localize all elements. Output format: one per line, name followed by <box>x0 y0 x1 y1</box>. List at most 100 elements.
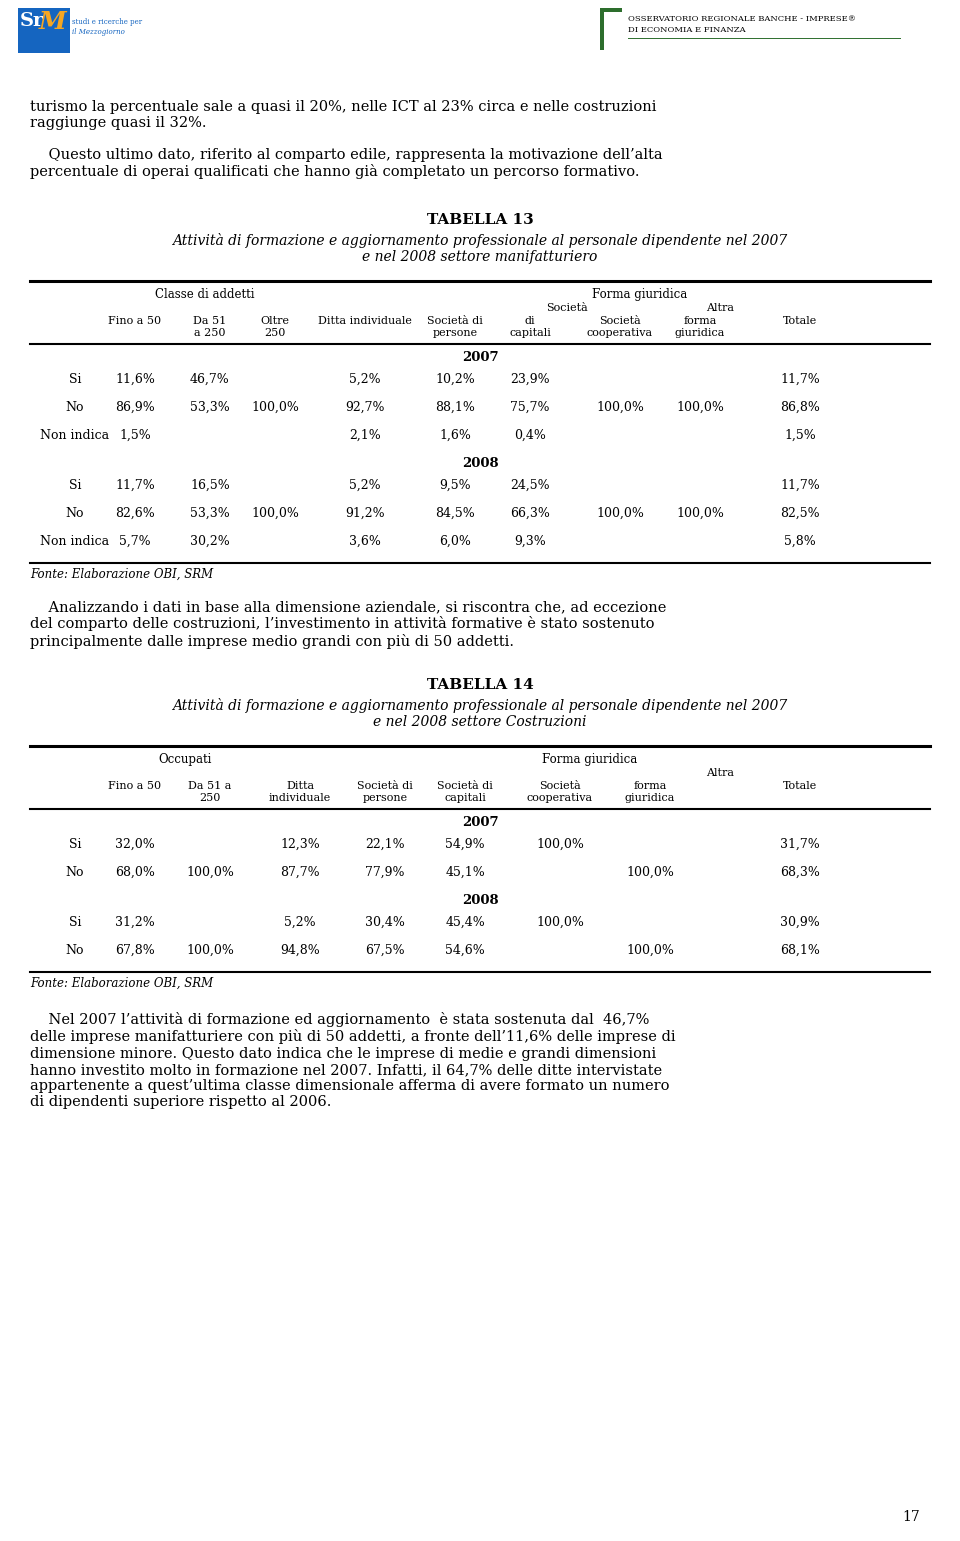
Text: TABELLA 14: TABELLA 14 <box>426 678 534 692</box>
Text: Classe di addetti: Classe di addetti <box>156 288 254 300</box>
Text: di
capitali: di capitali <box>509 316 551 337</box>
Text: Non indica: Non indica <box>40 428 109 442</box>
Text: 11,7%: 11,7% <box>780 373 820 385</box>
Text: Si: Si <box>69 373 82 385</box>
Text: Non indica: Non indica <box>40 535 109 549</box>
Text: 67,8%: 67,8% <box>115 945 155 957</box>
Text: M: M <box>39 9 66 34</box>
Text: 92,7%: 92,7% <box>346 401 385 415</box>
Text: 5,2%: 5,2% <box>349 479 381 492</box>
Text: 32,0%: 32,0% <box>115 838 155 851</box>
Text: 68,1%: 68,1% <box>780 945 820 957</box>
Text: 100,0%: 100,0% <box>252 507 299 519</box>
Text: 94,8%: 94,8% <box>280 945 320 957</box>
Text: 2007: 2007 <box>462 351 498 364</box>
Text: Attività di formazione e aggiornamento professionale al personale dipendente nel: Attività di formazione e aggiornamento p… <box>173 698 787 729</box>
Text: 22,1%: 22,1% <box>365 838 405 851</box>
Text: 100,0%: 100,0% <box>186 866 234 878</box>
Text: forma
giuridica: forma giuridica <box>675 316 725 337</box>
Text: No: No <box>65 401 84 415</box>
Text: 5,2%: 5,2% <box>284 915 316 929</box>
Text: 23,9%: 23,9% <box>510 373 550 385</box>
Text: No: No <box>65 507 84 519</box>
Text: 100,0%: 100,0% <box>536 915 584 929</box>
Text: Altra: Altra <box>706 767 734 778</box>
Text: 1,5%: 1,5% <box>784 428 816 442</box>
Text: Questo ultimo dato, riferito al comparto edile, rappresenta la motivazione dell’: Questo ultimo dato, riferito al comparto… <box>30 148 662 179</box>
Text: Oltre
250: Oltre 250 <box>260 316 290 337</box>
Text: 91,2%: 91,2% <box>346 507 385 519</box>
Text: 2008: 2008 <box>462 458 498 470</box>
Text: 2007: 2007 <box>462 817 498 829</box>
Text: Società di
persone: Società di persone <box>357 781 413 803</box>
Text: Occupati: Occupati <box>158 754 212 766</box>
Text: 31,2%: 31,2% <box>115 915 155 929</box>
Text: Società: Società <box>546 304 588 313</box>
Text: Fino a 50: Fino a 50 <box>108 316 161 327</box>
Text: Fonte: Elaborazione OBI, SRM: Fonte: Elaborazione OBI, SRM <box>30 569 213 581</box>
Text: 9,3%: 9,3% <box>515 535 546 549</box>
Text: Ditta individuale: Ditta individuale <box>318 316 412 327</box>
Text: Società
cooperativa: Società cooperativa <box>587 316 653 337</box>
Text: 5,2%: 5,2% <box>349 373 381 385</box>
Text: 86,9%: 86,9% <box>115 401 155 415</box>
Text: OSSERVATORIO REGIONALE BANCHE - IMPRESE®: OSSERVATORIO REGIONALE BANCHE - IMPRESE® <box>628 15 856 23</box>
Text: 88,1%: 88,1% <box>435 401 475 415</box>
Text: Forma giuridica: Forma giuridica <box>542 754 637 766</box>
Text: 30,2%: 30,2% <box>190 535 229 549</box>
Text: 87,7%: 87,7% <box>280 866 320 878</box>
Text: 68,3%: 68,3% <box>780 866 820 878</box>
Text: Si: Si <box>69 479 82 492</box>
Text: 2,1%: 2,1% <box>349 428 381 442</box>
Text: Società
cooperativa: Società cooperativa <box>527 781 593 803</box>
Text: 12,3%: 12,3% <box>280 838 320 851</box>
Text: DI ECONOMIA E FINANZA: DI ECONOMIA E FINANZA <box>628 26 746 34</box>
Text: 1,6%: 1,6% <box>439 428 471 442</box>
Bar <box>600 8 604 49</box>
Text: No: No <box>65 866 84 878</box>
Text: 53,3%: 53,3% <box>190 401 229 415</box>
Text: Società di
persone: Società di persone <box>427 316 483 337</box>
Text: forma
giuridica: forma giuridica <box>625 781 675 803</box>
Text: 100,0%: 100,0% <box>186 945 234 957</box>
Text: studi e ricerche per: studi e ricerche per <box>72 18 142 26</box>
Text: Sr: Sr <box>20 12 44 29</box>
Bar <box>18 8 70 52</box>
Text: 24,5%: 24,5% <box>510 479 550 492</box>
Text: No: No <box>65 945 84 957</box>
Text: 1,5%: 1,5% <box>119 428 151 442</box>
Text: Si: Si <box>69 915 82 929</box>
Text: 84,5%: 84,5% <box>435 507 475 519</box>
Text: il Mezzogiorno: il Mezzogiorno <box>72 28 125 35</box>
Text: TABELLA 13: TABELLA 13 <box>426 213 534 227</box>
Text: 53,3%: 53,3% <box>190 507 229 519</box>
Text: 5,7%: 5,7% <box>119 535 151 549</box>
Text: Da 51
a 250: Da 51 a 250 <box>193 316 227 337</box>
Text: 54,6%: 54,6% <box>445 945 485 957</box>
Text: 100,0%: 100,0% <box>676 401 724 415</box>
Text: 6,0%: 6,0% <box>439 535 471 549</box>
Text: 100,0%: 100,0% <box>252 401 299 415</box>
Text: 86,8%: 86,8% <box>780 401 820 415</box>
Text: 46,7%: 46,7% <box>190 373 229 385</box>
Text: 66,3%: 66,3% <box>510 507 550 519</box>
Text: 10,2%: 10,2% <box>435 373 475 385</box>
Text: 2008: 2008 <box>462 894 498 908</box>
Text: 31,7%: 31,7% <box>780 838 820 851</box>
Text: 11,6%: 11,6% <box>115 373 155 385</box>
Text: 9,5%: 9,5% <box>439 479 470 492</box>
Text: Ditta
individuale: Ditta individuale <box>269 781 331 803</box>
Text: 17: 17 <box>902 1510 920 1524</box>
Text: Forma giuridica: Forma giuridica <box>592 288 687 300</box>
Text: 82,5%: 82,5% <box>780 507 820 519</box>
Text: 16,5%: 16,5% <box>190 479 229 492</box>
Text: 45,4%: 45,4% <box>445 915 485 929</box>
Text: Totale: Totale <box>782 781 817 791</box>
Text: 100,0%: 100,0% <box>676 507 724 519</box>
Text: 100,0%: 100,0% <box>626 866 674 878</box>
Text: 68,0%: 68,0% <box>115 866 155 878</box>
Text: 67,5%: 67,5% <box>365 945 405 957</box>
Text: 75,7%: 75,7% <box>511 401 550 415</box>
Text: Attività di formazione e aggiornamento professionale al personale dipendente nel: Attività di formazione e aggiornamento p… <box>173 233 787 264</box>
Text: 11,7%: 11,7% <box>115 479 155 492</box>
